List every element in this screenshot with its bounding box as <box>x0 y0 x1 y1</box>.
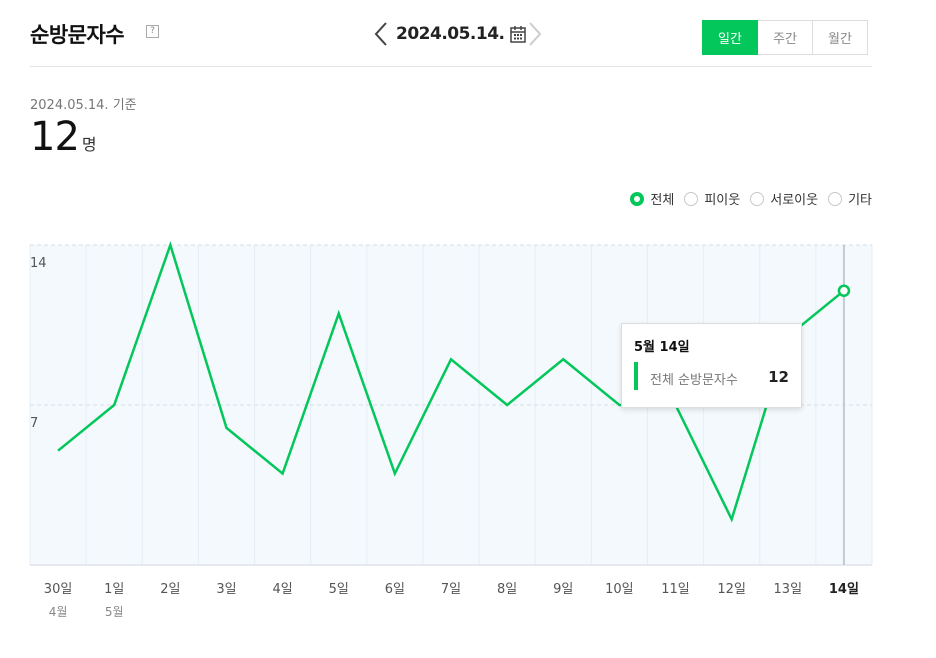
filter-all[interactable]: 전체 <box>630 189 674 208</box>
current-date: 2024.05.14. <box>396 24 505 44</box>
chart-tooltip: 5월 14일 전체 순방문자수 12 <box>621 323 802 408</box>
filter-neighbor[interactable]: 피이웃 <box>684 189 740 208</box>
basis-date: 2024.05.14. 기준 <box>30 98 137 113</box>
x-tick-label: 2일 <box>160 582 180 597</box>
x-tick-label: 4일 <box>272 582 292 597</box>
radio-icon[interactable] <box>750 191 765 206</box>
period-daily-button[interactable]: 일간 <box>702 20 758 55</box>
chevron-right-icon[interactable] <box>526 19 544 49</box>
x-tick-label: 1일 <box>104 582 124 597</box>
period-weekly-button[interactable]: 주간 <box>757 20 813 55</box>
radio-icon[interactable] <box>684 191 699 206</box>
x-tick-label: 13일 <box>774 582 803 597</box>
x-tick-label: 9일 <box>553 582 573 597</box>
y-tick-label: 14 <box>30 256 47 271</box>
tooltip-label: 전체 순방문자수 <box>650 373 738 388</box>
x-tick-label: 30일 <box>44 582 73 597</box>
radio-icon[interactable] <box>828 191 843 206</box>
x-tick-label: 6일 <box>385 582 405 597</box>
tooltip-series-marker <box>634 362 638 390</box>
page-title: 순방문자수 <box>30 23 125 47</box>
x-tick-label: 7일 <box>441 582 461 597</box>
y-tick-label: 7 <box>30 416 38 431</box>
period-toggle: 일간 주간 월간 <box>702 20 868 55</box>
header-divider <box>30 66 872 67</box>
month-label: 5월 <box>105 605 124 619</box>
tooltip-value: 12 <box>768 368 789 386</box>
filter-label: 기타 <box>848 193 872 208</box>
date-navigator: 2024.05.14. <box>372 18 544 50</box>
radio-icon[interactable] <box>630 191 645 206</box>
x-tick-label: 5일 <box>329 582 349 597</box>
highlight-point <box>837 284 851 297</box>
period-monthly-button[interactable]: 월간 <box>812 20 868 55</box>
x-tick-label: 10일 <box>605 582 634 597</box>
chevron-left-icon[interactable] <box>372 19 390 49</box>
x-tick-label: 11일 <box>661 582 690 597</box>
tooltip-title: 5월 14일 <box>634 340 690 355</box>
x-tick-label: 12일 <box>717 582 746 597</box>
month-label: 4월 <box>49 605 68 619</box>
total-unit: 명 <box>81 135 97 154</box>
filter-label: 피이웃 <box>704 193 741 208</box>
total-visitors: 12 명 <box>30 114 97 160</box>
calendar-icon[interactable] <box>509 25 526 43</box>
x-tick-label: 3일 <box>216 582 236 597</box>
filter-mutual-neighbor[interactable]: 서로이웃 <box>750 189 818 208</box>
x-tick-label: 14일 <box>829 582 859 597</box>
filter-other[interactable]: 기타 <box>828 189 872 208</box>
filter-label: 서로이웃 <box>770 193 819 208</box>
total-value: 12 <box>30 114 80 160</box>
filter-label: 전체 <box>650 193 675 208</box>
x-tick-label: 8일 <box>497 582 517 597</box>
help-icon[interactable]: ? <box>146 25 159 38</box>
series-filter: 전체 피이웃 서로이웃 기타 <box>620 189 872 208</box>
series-line <box>57 240 845 523</box>
